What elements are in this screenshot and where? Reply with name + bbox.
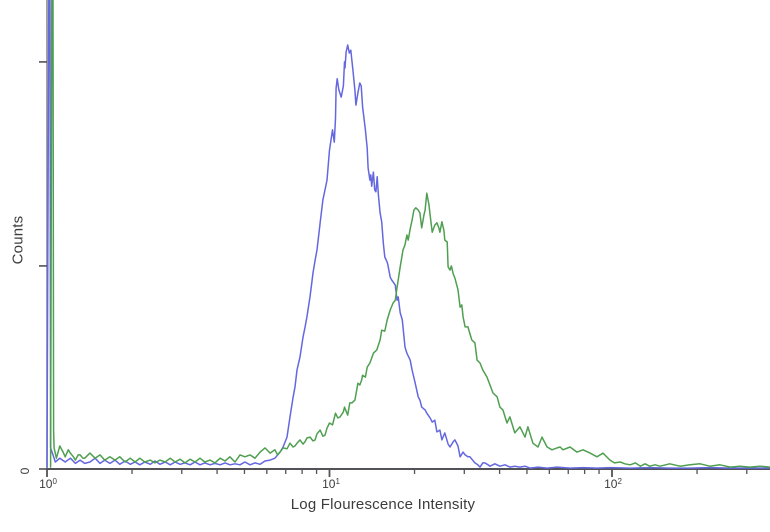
blue-histogram-trace — [46, 0, 770, 469]
x-tick-label-10e2: 102 — [604, 477, 622, 491]
x-tick-exponent: 2 — [617, 477, 622, 486]
x-tick-exponent: 1 — [335, 477, 340, 486]
y-axis-title: Counts — [9, 215, 27, 265]
x-tick-exponent: 0 — [52, 477, 57, 486]
x-tick-base: 10 — [39, 477, 53, 491]
x-tick-label-10e0: 100 — [39, 477, 57, 491]
x-tick-base: 10 — [604, 477, 618, 491]
green-histogram-trace — [49, 0, 770, 468]
x-tick-label-10e1: 101 — [322, 477, 340, 491]
y-tick-label-zero: 0 — [18, 467, 32, 475]
x-tick-base: 10 — [322, 477, 336, 491]
x-axis-title: Log Flourescence Intensity — [290, 496, 476, 513]
